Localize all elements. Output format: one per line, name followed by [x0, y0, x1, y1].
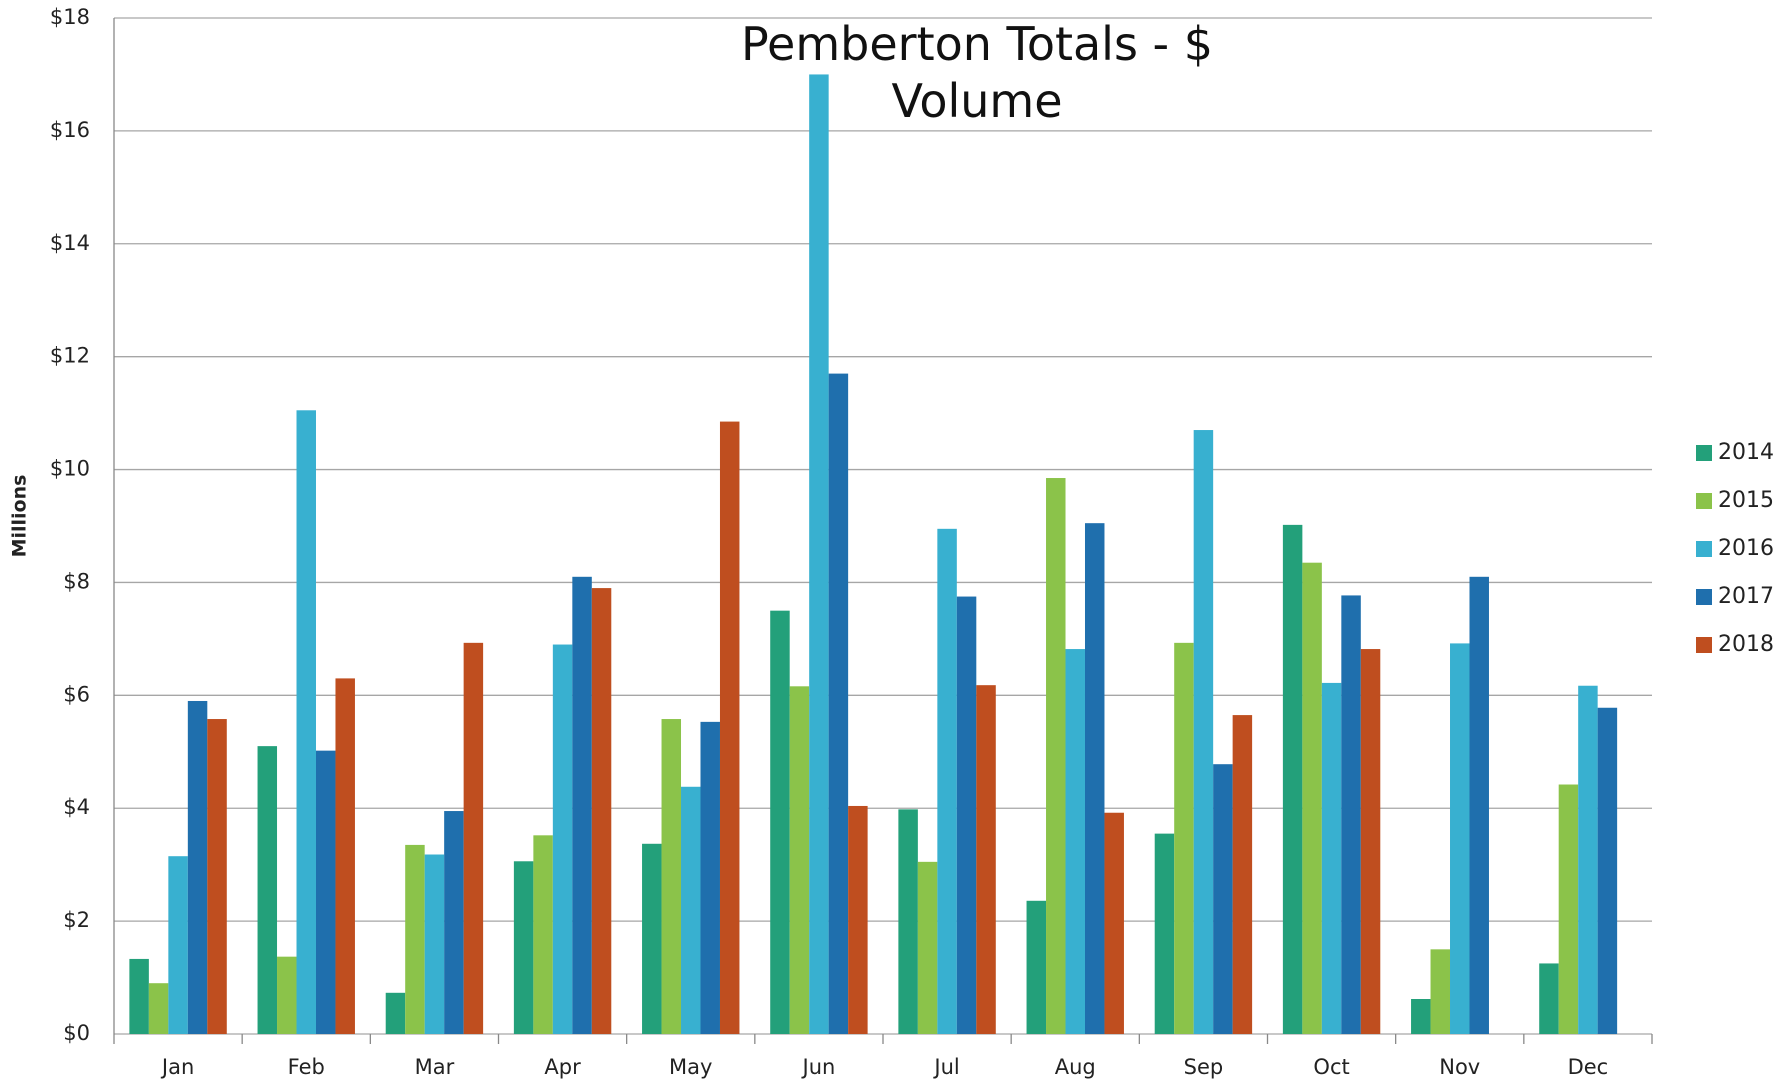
bar — [187, 700, 208, 1034]
x-tick-label: Apr — [544, 1055, 581, 1079]
bar — [257, 746, 278, 1034]
legend-swatch — [1696, 493, 1712, 509]
bar — [513, 861, 534, 1034]
bar — [1084, 523, 1105, 1034]
bar — [533, 835, 553, 1034]
bar — [809, 74, 829, 1034]
bar — [1302, 562, 1322, 1034]
legend-swatch — [1696, 589, 1712, 605]
legend-label: 2014 — [1718, 440, 1774, 465]
bar — [148, 983, 169, 1034]
y-tick-label: $14 — [50, 231, 90, 255]
bar — [1232, 715, 1253, 1034]
bar — [956, 596, 977, 1034]
bar — [444, 811, 464, 1034]
bar — [770, 610, 790, 1034]
bar — [1469, 576, 1489, 1034]
x-tick-label: Mar — [415, 1055, 455, 1079]
bar — [642, 843, 662, 1034]
bar — [207, 719, 227, 1034]
bar — [1558, 784, 1579, 1034]
y-tick-label: $16 — [50, 118, 90, 142]
bar — [1450, 643, 1470, 1034]
y-tick-label: $12 — [50, 344, 90, 368]
legend-label: 2015 — [1718, 488, 1774, 513]
legend-label: 2016 — [1718, 536, 1774, 561]
legend-label: 2017 — [1718, 584, 1774, 609]
bar — [277, 956, 297, 1034]
y-tick-label: $18 — [50, 5, 90, 29]
bar — [315, 750, 336, 1034]
bar — [681, 786, 701, 1034]
x-tick-label: May — [669, 1055, 712, 1079]
bar — [1282, 524, 1303, 1034]
bar — [1360, 649, 1381, 1034]
y-axis-label: Millions — [9, 475, 31, 558]
bar — [1026, 900, 1047, 1034]
x-tick-label: Nov — [1439, 1055, 1480, 1079]
bar — [129, 958, 149, 1034]
y-tick-label: $4 — [63, 795, 90, 819]
bar — [1104, 812, 1124, 1034]
x-tick-label: Feb — [288, 1055, 325, 1079]
bar — [335, 678, 355, 1034]
bar — [917, 861, 938, 1034]
bar — [1411, 999, 1431, 1034]
bar — [405, 844, 425, 1034]
bar — [591, 588, 612, 1034]
legend-swatch — [1696, 445, 1712, 461]
bar — [719, 421, 740, 1035]
chart-title: Pemberton Totals - $ Volume — [740, 17, 1214, 128]
bar — [828, 373, 849, 1035]
bar — [937, 528, 957, 1034]
bar — [789, 686, 810, 1034]
x-tick-label: Jul — [932, 1055, 959, 1079]
bar — [1597, 707, 1618, 1034]
bar — [1174, 642, 1194, 1034]
bar — [1154, 833, 1175, 1034]
bar — [1193, 430, 1214, 1034]
x-tick-label: Aug — [1055, 1055, 1096, 1079]
bar — [1046, 478, 1066, 1034]
bar — [1065, 649, 1085, 1034]
y-tick-label: $2 — [63, 908, 90, 932]
y-tick-label: $10 — [50, 457, 90, 481]
bar — [296, 410, 316, 1034]
y-tick-label: $6 — [63, 682, 90, 706]
legend-swatch — [1696, 541, 1712, 557]
bar — [385, 992, 406, 1034]
bar — [700, 721, 720, 1034]
legend-label: 2018 — [1718, 632, 1774, 657]
bar — [898, 809, 918, 1034]
x-tick-label: Dec — [1568, 1055, 1609, 1079]
x-tick-label: Jan — [160, 1055, 194, 1079]
x-tick-label: Jun — [801, 1055, 836, 1079]
bar — [661, 719, 682, 1034]
bar — [572, 576, 592, 1034]
y-tick-label: $0 — [63, 1021, 90, 1045]
legend-swatch — [1696, 637, 1712, 653]
bar — [1321, 682, 1342, 1034]
x-tick-label: Sep — [1184, 1055, 1224, 1079]
bar — [168, 856, 188, 1034]
bar — [1539, 963, 1559, 1034]
x-tick-label: Oct — [1313, 1055, 1349, 1079]
bar — [1213, 764, 1233, 1034]
bar — [1430, 949, 1451, 1034]
bar — [552, 644, 573, 1034]
bar — [1578, 685, 1598, 1034]
bar — [976, 685, 996, 1034]
bar — [848, 805, 868, 1034]
bar — [463, 642, 484, 1034]
y-tick-label: $8 — [63, 569, 90, 593]
bar — [1341, 595, 1361, 1034]
bar — [424, 854, 445, 1034]
